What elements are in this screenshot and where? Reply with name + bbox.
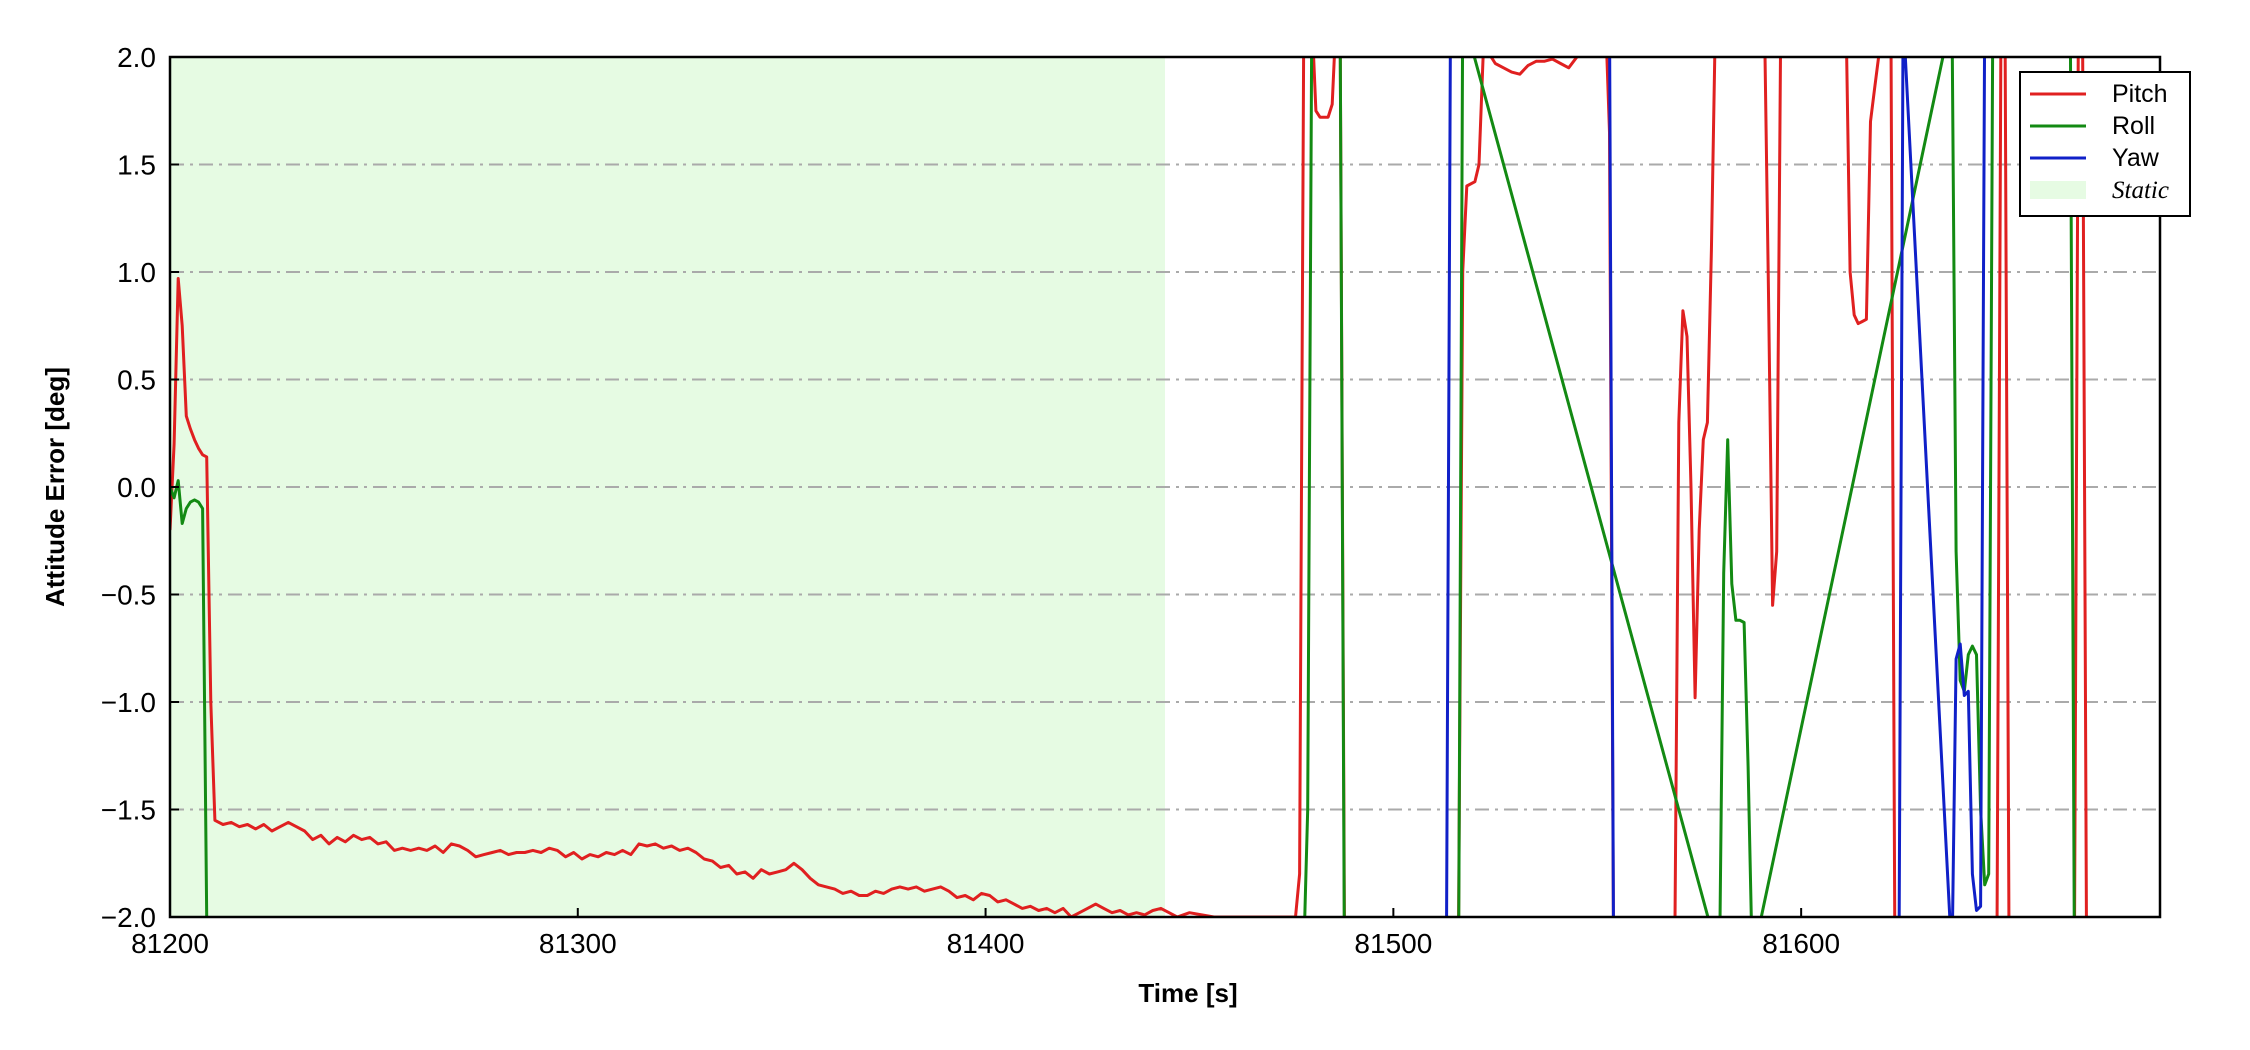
x-axis-label: Time [s] [1138, 978, 1237, 1008]
y-tick-label-1: −1.5 [101, 795, 156, 826]
series-line-roll [170, 57, 2076, 917]
x-tick-label-0: 81200 [131, 928, 209, 959]
y-tick-label-7: 1.5 [117, 150, 156, 181]
y-tick-label-4: 0.0 [117, 472, 156, 503]
legend-swatch-static [2030, 181, 2086, 199]
x-tick-label-3: 81500 [1354, 928, 1432, 959]
x-tick-label-4: 81600 [1762, 928, 1840, 959]
y-axis-ticks: −2.0 −1.5 −1.0 −0.5 0.0 0.5 1.0 1.5 2.0 [101, 42, 179, 933]
legend-label-roll: Roll [2112, 112, 2155, 140]
y-tick-label-0: −2.0 [101, 902, 156, 933]
x-tick-label-2: 81400 [947, 928, 1025, 959]
x-tick-label-1: 81300 [539, 928, 617, 959]
y-tick-label-5: 0.5 [117, 365, 156, 396]
legend-label-yaw: Yaw [2112, 144, 2160, 172]
y-tick-label-2: −1.0 [101, 687, 156, 718]
legend-label-pitch: Pitch [2112, 80, 2168, 108]
series-lines [170, 57, 2088, 917]
y-tick-label-6: 1.0 [117, 257, 156, 288]
y-axis-label: Attitude Error [deg] [40, 367, 70, 607]
y-tick-label-3: −0.5 [101, 580, 156, 611]
x-axis-ticks: 81200 81300 81400 81500 81600 [131, 908, 1840, 959]
series-line-yaw [1445, 57, 1987, 917]
y-tick-label-8: 2.0 [117, 42, 156, 73]
series-line-pitch [170, 57, 2088, 917]
legend-label-static: Static [2112, 177, 2169, 204]
legend: Pitch Roll Yaw Static [2019, 71, 2191, 217]
